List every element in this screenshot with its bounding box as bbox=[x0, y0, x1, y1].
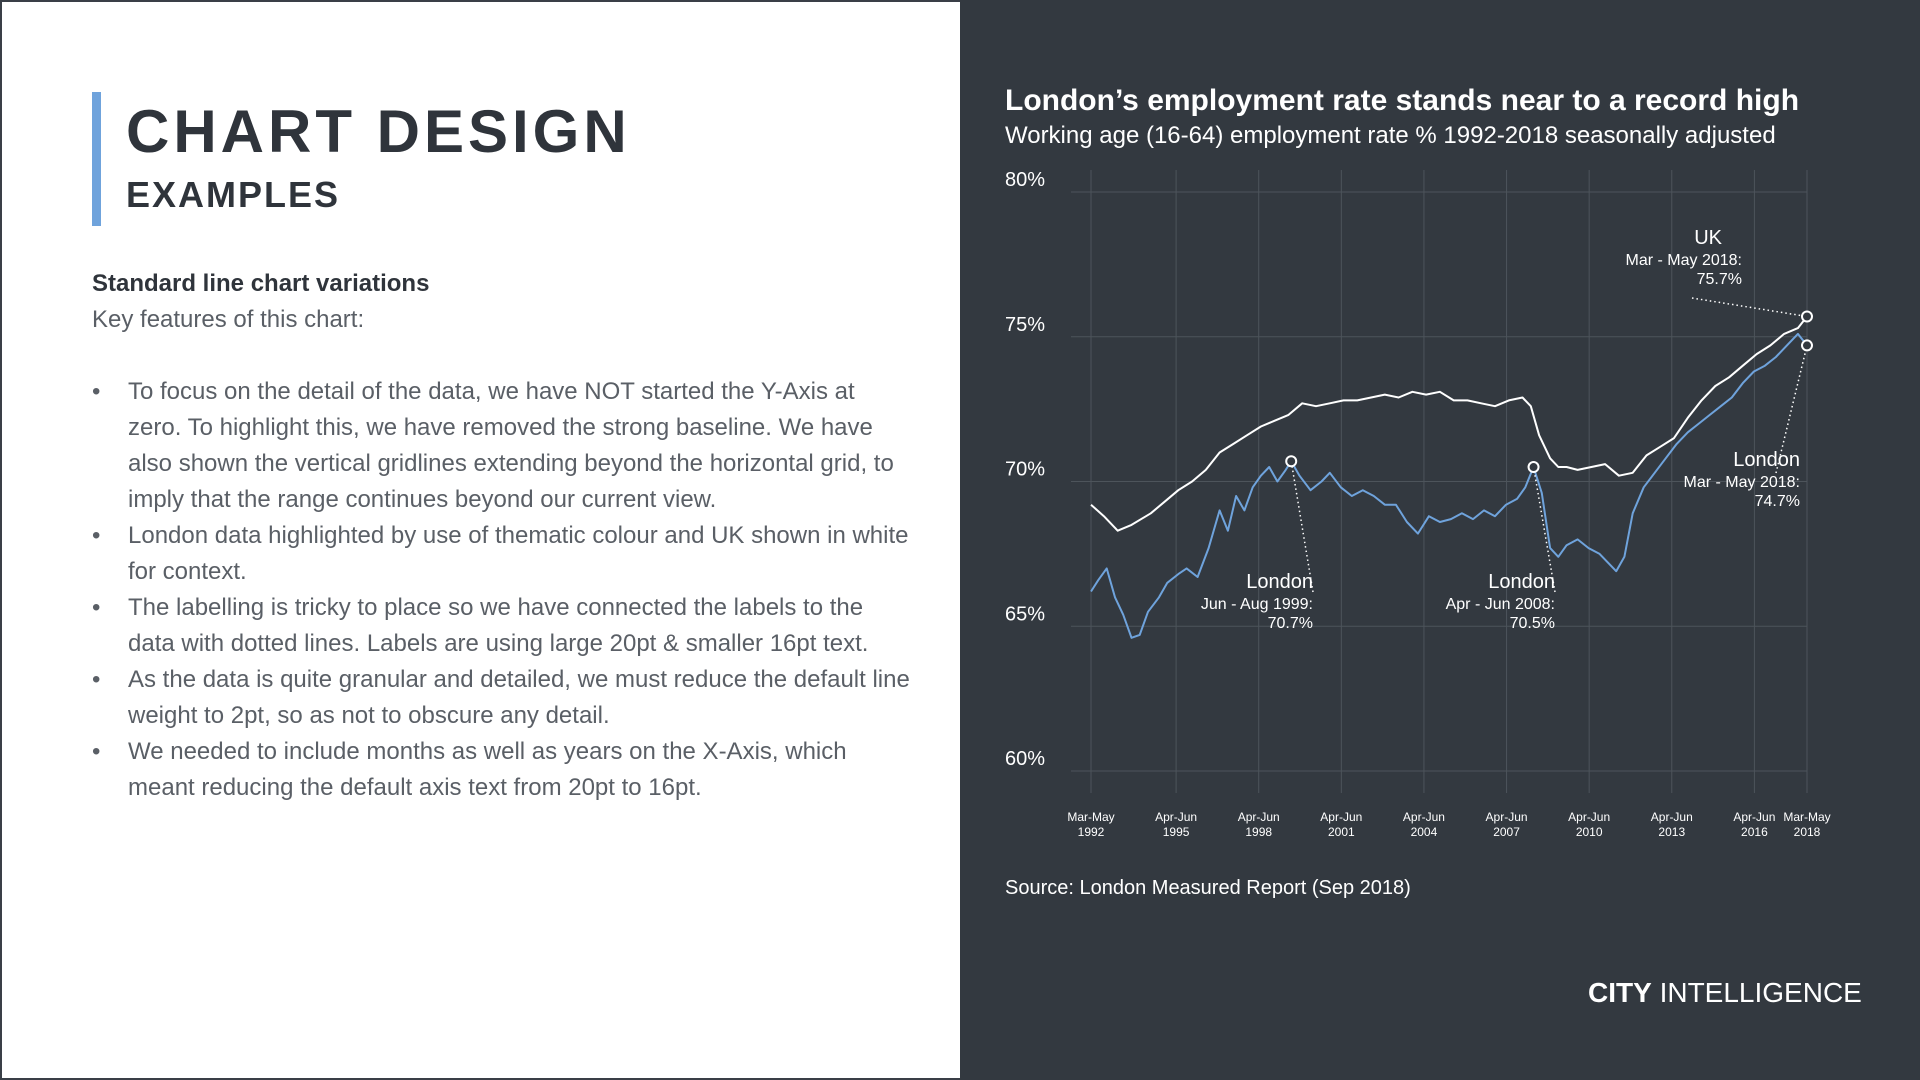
annotation-name: London bbox=[1246, 571, 1313, 593]
annotation-period: Mar - May 2018: bbox=[1626, 252, 1742, 269]
city-intelligence-logo: CITY INTELLIGENCE bbox=[1588, 976, 1862, 1010]
x-tick-label: 2004 bbox=[1411, 825, 1438, 839]
y-tick-label: 65% bbox=[1005, 603, 1045, 625]
x-tick-label: Apr-Jun bbox=[1486, 810, 1528, 824]
annotation-name: UK bbox=[1694, 227, 1722, 249]
annotation-leader bbox=[1691, 297, 1808, 318]
annotation-period: Mar - May 2018: bbox=[1684, 474, 1800, 491]
logo-regular-text: INTELLIGENCE bbox=[1659, 977, 1862, 1008]
x-tick-label: Apr-Jun bbox=[1238, 810, 1280, 824]
y-tick-label: 70% bbox=[1005, 459, 1045, 481]
annotation-name: London bbox=[1488, 571, 1555, 593]
annotation-marker bbox=[1527, 461, 1540, 474]
x-tick-label: 2010 bbox=[1576, 825, 1603, 839]
chart-subtitle: Working age (16-64) employment rate % 19… bbox=[1005, 122, 1776, 149]
x-tick-label: Mar-May bbox=[1067, 810, 1114, 824]
x-tick-label: Apr-Jun bbox=[1403, 810, 1445, 824]
annotation-name: London bbox=[1733, 449, 1800, 471]
annotation-leader bbox=[1775, 345, 1808, 474]
x-tick-label: Apr-Jun bbox=[1733, 810, 1775, 824]
annotation-value: 75.7% bbox=[1697, 271, 1742, 288]
annotation-value: 70.7% bbox=[1268, 615, 1313, 632]
chart-title: London’s employment rate stands near to … bbox=[1005, 84, 1800, 117]
y-tick-label: 75% bbox=[1005, 314, 1045, 336]
y-tick-label: 60% bbox=[1005, 748, 1045, 770]
x-tick-label: Apr-Jun bbox=[1651, 810, 1693, 824]
x-tick-label: 1998 bbox=[1245, 825, 1272, 839]
x-tick-label: Apr-Jun bbox=[1568, 810, 1610, 824]
x-tick-label: 2001 bbox=[1328, 825, 1355, 839]
annotation-period: Apr - Jun 2008: bbox=[1446, 596, 1555, 613]
chart-panel bbox=[960, 0, 1920, 1080]
x-tick-label: 2016 bbox=[1741, 825, 1768, 839]
logo-bold-text: CITY bbox=[1588, 977, 1652, 1008]
x-tick-label: Mar-May bbox=[1783, 810, 1830, 824]
feature-item: The labelling is tricky to place so we h… bbox=[92, 590, 912, 662]
annotation-marker bbox=[1801, 339, 1813, 352]
series-line-uk bbox=[1090, 315, 1808, 532]
line-chart: 80%75%70%65%60%Mar-May1992Apr-Jun1995Apr… bbox=[1005, 170, 1831, 839]
annotation-leader bbox=[1532, 466, 1556, 593]
left-panel: CHART DESIGN EXAMPLES Standard line char… bbox=[0, 0, 960, 1080]
annotation-value: 74.7% bbox=[1755, 493, 1800, 510]
feature-item: We needed to include months as well as y… bbox=[92, 734, 912, 806]
page-title: CHART DESIGN bbox=[126, 98, 631, 165]
feature-list: To focus on the detail of the data, we h… bbox=[92, 374, 912, 806]
y-tick-label: 80% bbox=[1005, 170, 1045, 191]
annotation-period: Jun - Aug 1999: bbox=[1201, 596, 1313, 613]
series-line-london bbox=[1090, 332, 1808, 639]
feature-item: To focus on the detail of the data, we h… bbox=[92, 374, 912, 518]
title-accent-bar bbox=[92, 92, 101, 226]
x-tick-label: Apr-Jun bbox=[1155, 810, 1197, 824]
x-tick-label: 1992 bbox=[1078, 825, 1105, 839]
x-tick-label: 2013 bbox=[1658, 825, 1685, 839]
x-tick-label: 1995 bbox=[1163, 825, 1190, 839]
annotation-value: 70.5% bbox=[1510, 615, 1555, 632]
feature-item: London data highlighted by use of themat… bbox=[92, 518, 912, 590]
chart-source: Source: London Measured Report (Sep 2018… bbox=[1005, 877, 1411, 899]
x-tick-label: 2018 bbox=[1794, 825, 1821, 839]
section-intro: Key features of this chart: bbox=[92, 306, 365, 333]
annotation-marker bbox=[1801, 310, 1813, 323]
x-tick-label: Apr-Jun bbox=[1320, 810, 1362, 824]
feature-item: As the data is quite granular and detail… bbox=[92, 662, 912, 734]
annotation-marker bbox=[1285, 455, 1298, 468]
section-heading: Standard line chart variations bbox=[92, 270, 430, 297]
page-subtitle: EXAMPLES bbox=[126, 174, 341, 215]
x-tick-label: 2007 bbox=[1493, 825, 1520, 839]
